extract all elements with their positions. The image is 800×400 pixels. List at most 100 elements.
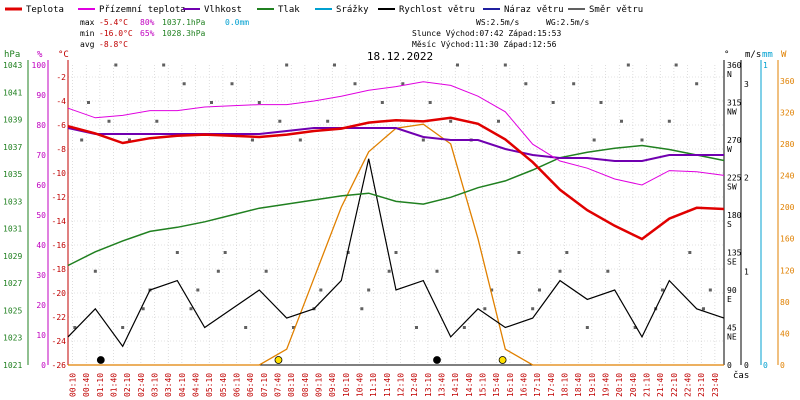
wind-dir-point	[435, 269, 439, 273]
stats-max-rain: 0.0mm	[225, 18, 249, 27]
wind-dir-point	[462, 326, 466, 329]
time-tick-label: 11:40	[383, 373, 392, 397]
hpa-tick-label: 1037	[3, 143, 22, 152]
wm2-axis-title: W	[781, 50, 787, 60]
time-tick-label: 07:10	[260, 373, 269, 397]
mm-tick-label: 1	[763, 61, 768, 70]
time-tick-label: 23:40	[711, 373, 720, 397]
dir-tick-label: 225	[727, 174, 742, 183]
wind-dir-point	[428, 101, 432, 104]
stats-max-press: 1037.1hPa	[162, 18, 206, 27]
hpa-axis-title: hPa	[4, 50, 20, 60]
time-tick-label: 05:40	[219, 373, 228, 397]
ms-axis-title: m/s	[745, 50, 761, 60]
time-tick-label: 15:10	[479, 373, 488, 397]
hpa-tick-label: 1041	[3, 88, 22, 97]
legend-label-ground-temp: Přízemní teplota	[99, 5, 186, 15]
pct-tick-label: 0	[41, 361, 46, 370]
time-tick-label: 06:40	[246, 373, 255, 397]
hpa-tick-label: 1039	[3, 116, 22, 125]
wm2-tick-label: 360	[780, 77, 795, 86]
wind-dir-point	[93, 269, 97, 273]
temp-tick-label: -18	[52, 265, 67, 274]
dir-tick-compass: NW	[727, 108, 737, 117]
axes	[27, 60, 779, 366]
wind-dir-point	[674, 63, 678, 67]
dir-tick-label: 0	[727, 361, 732, 370]
moon-marker	[433, 356, 441, 364]
mm-tick-label: 0	[763, 361, 768, 370]
time-tick-label: 15:40	[492, 373, 501, 397]
dir-tick-compass: E	[727, 295, 732, 304]
legend-label-wind-speed: Rychlost větru	[399, 5, 475, 15]
mm-axis-title: mm	[762, 50, 773, 60]
hpa-tick-label: 1043	[3, 61, 22, 70]
temp-tick-label: -6	[56, 121, 66, 130]
wind-speed-line	[67, 158, 725, 348]
wind-dir-point	[572, 82, 576, 86]
ms-tick-label: 3	[744, 80, 749, 89]
wind-dir-point	[661, 288, 664, 292]
wind-dir-point	[490, 288, 494, 292]
time-tick-label: 20:40	[629, 373, 638, 397]
dir-tick-label: 90	[727, 286, 737, 295]
temp-axis-title: °C	[58, 50, 69, 60]
pct-tick-label: 40	[36, 241, 46, 250]
wind-dir-point	[667, 119, 671, 123]
ms-tick-label: 0	[744, 361, 749, 370]
time-tick-label: 02:40	[137, 373, 146, 397]
wind-dir-point	[599, 101, 603, 104]
wm2-tick-label: 120	[780, 266, 795, 275]
wind-dir-point	[292, 326, 295, 329]
wind-dir-point	[128, 138, 131, 142]
wind-dir-point	[620, 119, 623, 123]
time-tick-label: 16:10	[506, 373, 515, 397]
wind-dir-point	[688, 251, 692, 254]
temp-tick-label: -22	[52, 313, 67, 322]
time-tick-label: 05:10	[205, 373, 214, 397]
time-tick-label: 17:40	[547, 373, 556, 397]
wind-dir-point	[702, 307, 705, 311]
wind-dir-point	[558, 269, 562, 273]
stats-avg-temp: -8.8°C	[99, 40, 128, 49]
hpa-tick-label: 1033	[3, 197, 22, 206]
wind-dir-point	[353, 82, 357, 86]
hpa-tick-label: 1023	[3, 334, 22, 343]
wind-dir-point	[216, 269, 220, 273]
stats-max-label: max	[80, 18, 95, 27]
time-tick-label: 19:10	[588, 373, 597, 397]
wind-dir-point	[415, 326, 418, 329]
wind-dir-point	[592, 138, 596, 142]
time-tick-label: 07:40	[274, 373, 283, 397]
wind-dir-point	[298, 138, 302, 142]
stats-ws: WS:2.5m/s	[476, 18, 520, 27]
time-tick-label: 22:10	[670, 373, 679, 397]
wind-dir-point	[421, 138, 425, 142]
temp-tick-label: -26	[52, 361, 67, 370]
ground-temp-line	[67, 81, 725, 186]
wm2-tick-label: 200	[780, 203, 795, 212]
humidity-line	[67, 127, 724, 162]
time-tick-label: 23:10	[697, 373, 706, 397]
dir-tick-compass: SE	[727, 258, 737, 267]
legend-label-wind-dir: Směr větru	[589, 5, 643, 15]
hpa-tick-label: 1027	[3, 279, 22, 288]
temp-tick-label: -12	[52, 193, 67, 202]
time-tick-label: 14:40	[465, 373, 474, 397]
legend-label-temperature: Teplota	[26, 5, 64, 15]
wind-dir-point	[531, 307, 535, 311]
wind-dir-point	[326, 119, 330, 123]
series	[67, 63, 725, 366]
wind-dir-point	[107, 119, 111, 123]
time-tick-label: 03:10	[151, 373, 160, 397]
sunset-marker	[498, 356, 507, 364]
wind-dir-point	[585, 326, 589, 329]
wm2-tick-label: 280	[780, 140, 795, 149]
wind-dir-point	[223, 251, 227, 254]
moon-marker	[96, 356, 105, 364]
wind-dir-point	[517, 251, 521, 254]
dir-axis-title: °	[724, 50, 729, 60]
stats-min-hum: 65%	[140, 29, 155, 38]
time-axis-title: čas	[733, 370, 749, 381]
